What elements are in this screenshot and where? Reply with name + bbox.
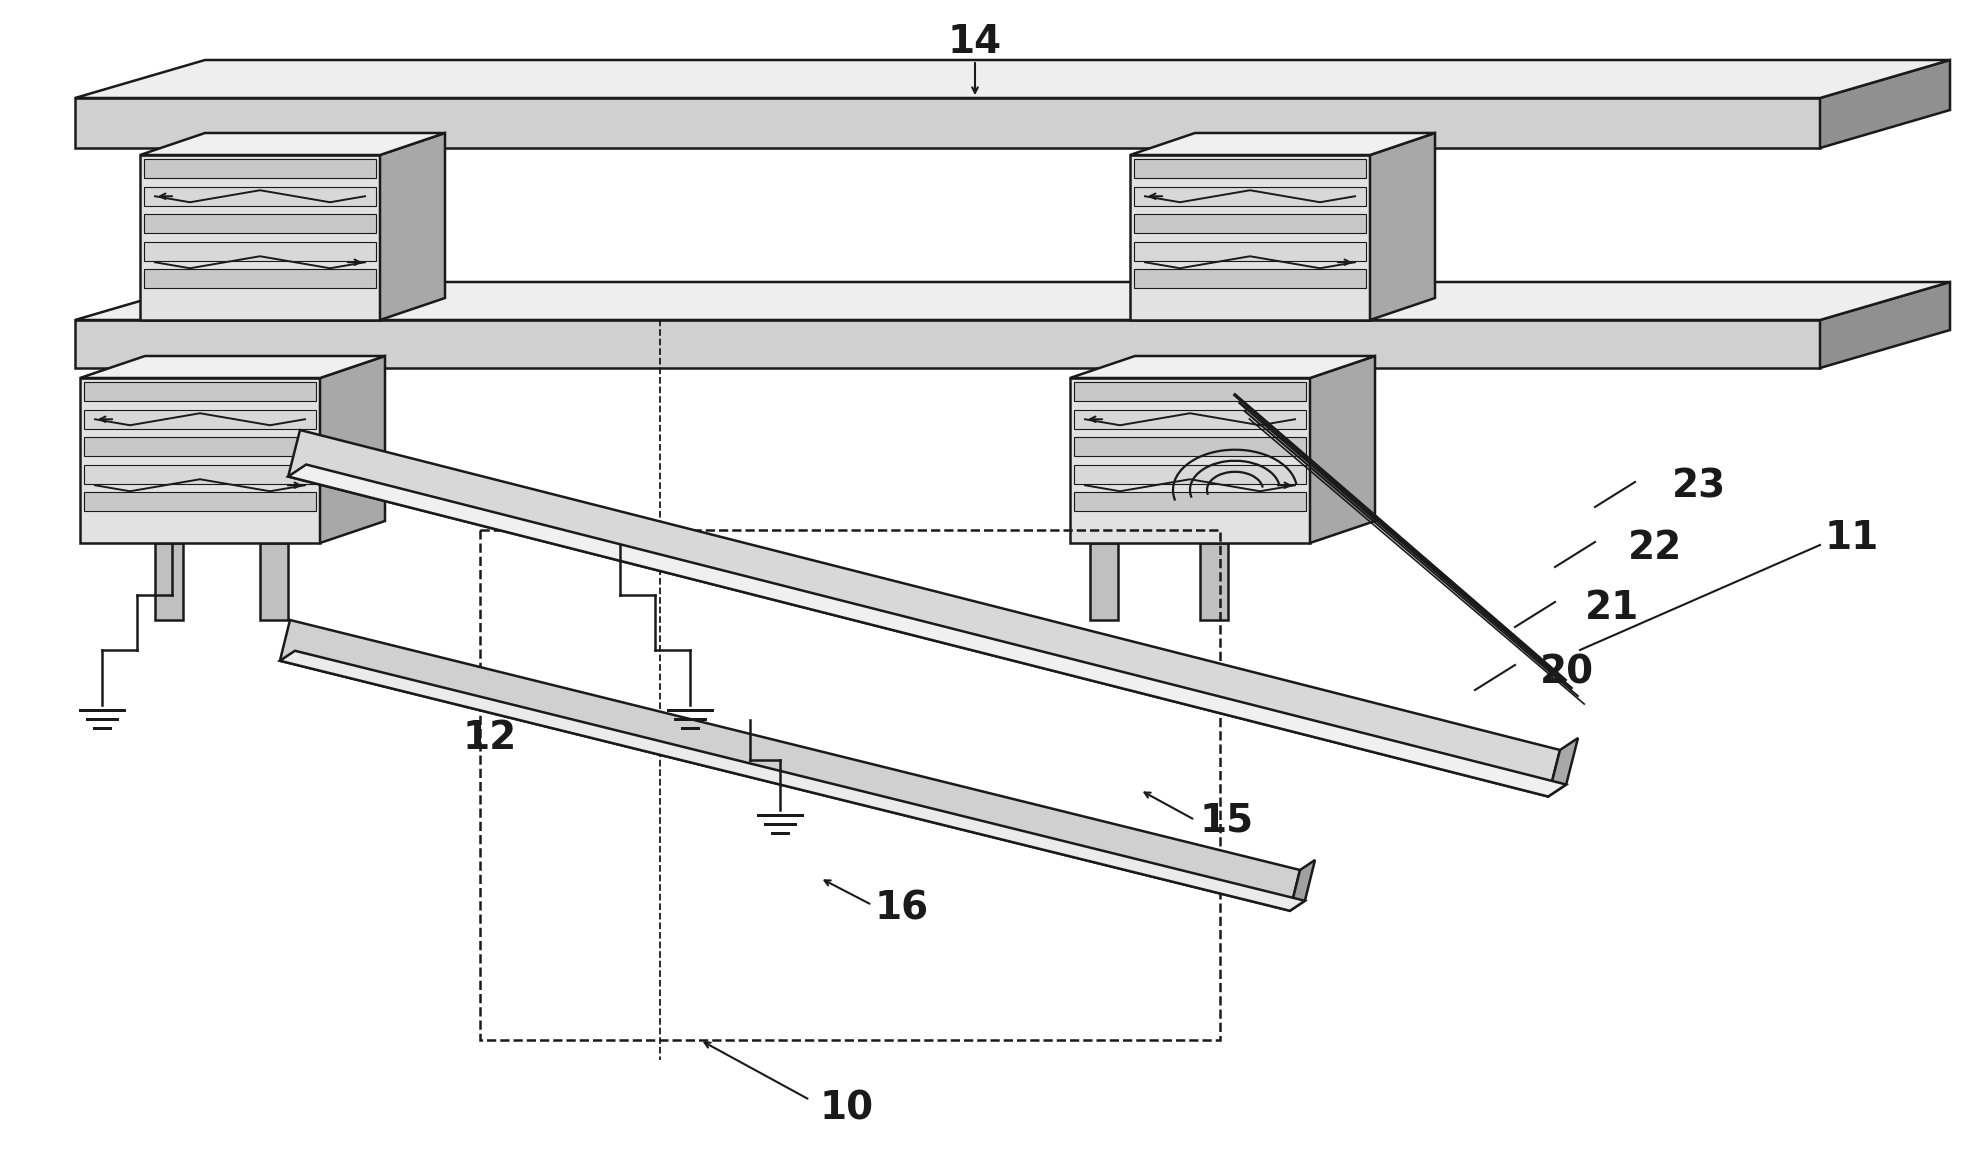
Polygon shape: [85, 464, 315, 484]
Text: 14: 14: [948, 23, 1003, 61]
Polygon shape: [1074, 464, 1306, 484]
Polygon shape: [1131, 133, 1434, 155]
Polygon shape: [280, 620, 1300, 910]
Polygon shape: [81, 378, 319, 543]
Polygon shape: [1135, 242, 1365, 261]
Polygon shape: [75, 320, 1820, 368]
Polygon shape: [260, 543, 288, 620]
Polygon shape: [1820, 282, 1950, 368]
Text: 16: 16: [875, 889, 930, 927]
Polygon shape: [75, 60, 1950, 98]
Polygon shape: [85, 410, 315, 429]
Polygon shape: [1089, 543, 1119, 620]
Polygon shape: [1135, 187, 1365, 205]
Polygon shape: [380, 133, 445, 320]
Polygon shape: [319, 356, 384, 543]
Polygon shape: [144, 187, 376, 205]
Polygon shape: [75, 98, 1820, 148]
Text: 12: 12: [463, 719, 518, 757]
Text: 10: 10: [820, 1089, 875, 1127]
Text: 15: 15: [1200, 801, 1255, 839]
Bar: [481, 530, 1219, 1040]
Polygon shape: [85, 492, 315, 511]
Polygon shape: [85, 382, 315, 401]
Polygon shape: [288, 429, 1560, 797]
Polygon shape: [75, 282, 1950, 320]
Polygon shape: [288, 464, 1566, 797]
Text: 23: 23: [1673, 467, 1726, 505]
Polygon shape: [81, 356, 384, 378]
Polygon shape: [144, 270, 376, 288]
Polygon shape: [1135, 214, 1365, 233]
Polygon shape: [1070, 356, 1375, 378]
Text: 21: 21: [1586, 589, 1639, 627]
Polygon shape: [1135, 159, 1365, 179]
Polygon shape: [144, 214, 376, 233]
Polygon shape: [144, 242, 376, 261]
Polygon shape: [1074, 438, 1306, 456]
Polygon shape: [1074, 382, 1306, 401]
Polygon shape: [156, 543, 183, 620]
Polygon shape: [1200, 543, 1227, 620]
Polygon shape: [1310, 356, 1375, 543]
Polygon shape: [1131, 155, 1369, 320]
Polygon shape: [144, 159, 376, 179]
Polygon shape: [1820, 60, 1950, 148]
Polygon shape: [1074, 410, 1306, 429]
Polygon shape: [1369, 133, 1434, 320]
Polygon shape: [1290, 860, 1316, 910]
Polygon shape: [140, 133, 445, 155]
Text: 11: 11: [1824, 519, 1879, 557]
Text: 20: 20: [1541, 654, 1594, 691]
Polygon shape: [280, 651, 1304, 910]
Polygon shape: [1135, 270, 1365, 288]
Polygon shape: [1074, 492, 1306, 511]
Polygon shape: [85, 438, 315, 456]
Polygon shape: [1070, 378, 1310, 543]
Text: 22: 22: [1627, 529, 1682, 567]
Polygon shape: [140, 155, 380, 320]
Polygon shape: [1548, 738, 1578, 797]
